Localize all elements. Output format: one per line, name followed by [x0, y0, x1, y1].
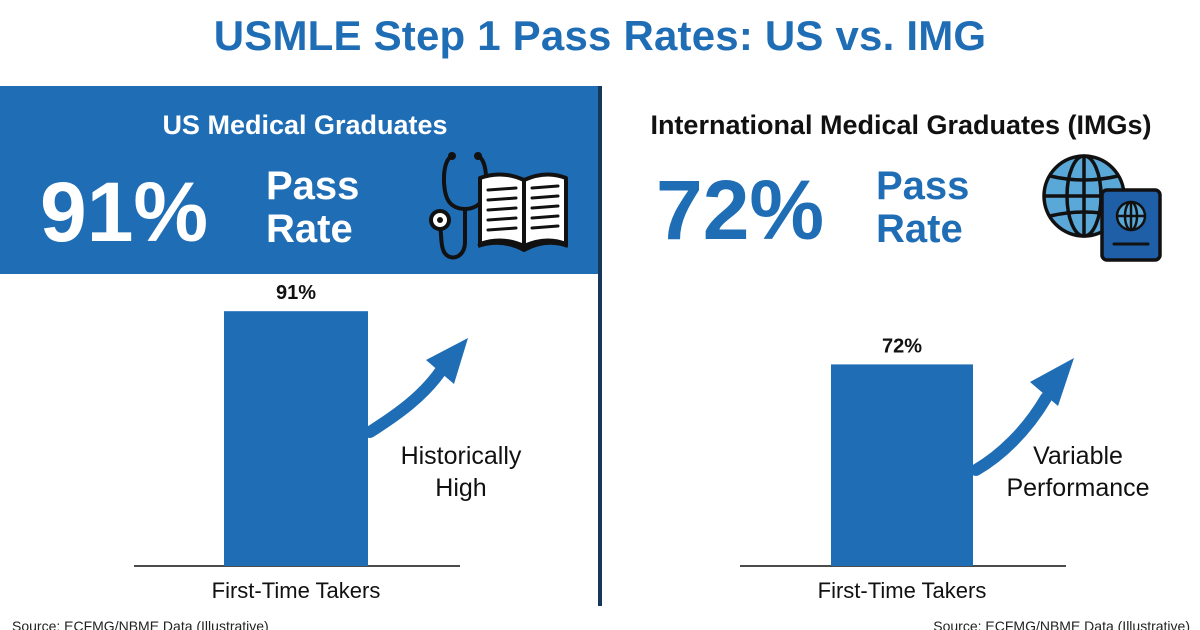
us-trend-arrow: [364, 338, 468, 438]
us-annotation-line-2: High: [435, 474, 486, 502]
img-rate-word: Rate: [876, 207, 963, 252]
img-bar-first-time-takers: [831, 364, 973, 566]
us-pass-rate-value: 91%: [40, 165, 209, 259]
img-annotation-line-1: Variable: [1033, 442, 1123, 470]
us-pass-word: Pass: [266, 164, 360, 208]
us-annotation-line-1: Historically: [401, 442, 522, 470]
us-bar-chart: 91% First-Time Takers Historically High: [134, 282, 522, 603]
panel-divider: [598, 86, 602, 606]
us-rate-word: Rate: [266, 207, 353, 252]
stethoscope-book-icon: [429, 152, 568, 260]
img-pass-rate-label: Pass Rate: [876, 164, 970, 252]
img-bar-value-label: 72%: [882, 335, 922, 357]
us-panel-heading: US Medical Graduates: [162, 110, 448, 140]
source-note-right: Source: ECFMG/NBME Data (Illustrative): [933, 618, 1190, 630]
us-category-label: First-Time Takers: [212, 578, 381, 603]
img-bar-chart: 72% First-Time Takers Variable Performan…: [740, 335, 1150, 603]
us-pass-rate-label: Pass Rate: [266, 164, 360, 252]
img-pass-rate-value: 72%: [656, 163, 825, 257]
chart-title: USMLE Step 1 Pass Rates: US vs. IMG: [213, 12, 987, 59]
img-trend-arrow: [970, 358, 1074, 476]
img-panel-heading: International Medical Graduates (IMGs): [650, 110, 1152, 140]
img-category-label: First-Time Takers: [818, 578, 987, 603]
globe-passport-icon: [1042, 154, 1162, 262]
us-bar-value-label: 91%: [276, 282, 316, 304]
source-note-left: Source: ECFMG/NBME Data (Illustrative): [12, 618, 269, 630]
us-bar-first-time-takers: [224, 311, 368, 566]
img-annotation-line-2: Performance: [1006, 474, 1149, 502]
img-pass-word: Pass: [876, 164, 970, 208]
